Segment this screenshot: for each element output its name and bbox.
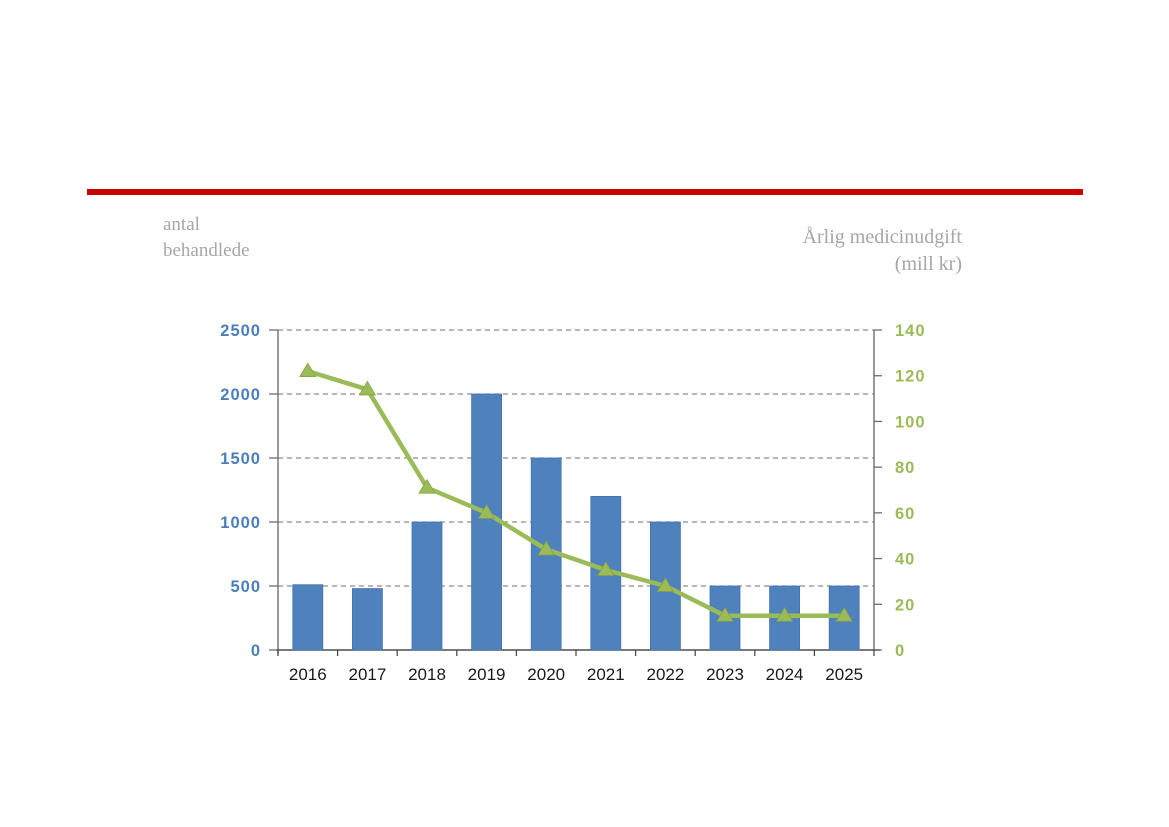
right-axis-title: Årlig medicinudgift (mill kr): [642, 224, 962, 278]
left-axis-title-line2: behandlede: [163, 240, 250, 261]
x-axis-label-2016: 2016: [289, 665, 327, 684]
right-axis-label-60: 60: [895, 505, 915, 523]
x-axis-label-2024: 2024: [766, 665, 804, 684]
left-axis-label-2000: 2000: [220, 386, 261, 404]
right-axis-label-20: 20: [895, 596, 915, 614]
right-axis-label-140: 140: [895, 322, 926, 340]
left-axis-label-2500: 2500: [220, 322, 261, 340]
left-axis-label-0: 0: [251, 642, 261, 660]
line-marker-2021: [597, 561, 615, 576]
line-marker-2020: [537, 540, 555, 556]
bar-2019: [471, 393, 503, 651]
line-marker-2023: [716, 606, 734, 622]
right-axis-title-line1: Årlig medicinudgift: [802, 226, 962, 248]
right-axis-label-0: 0: [895, 642, 905, 660]
line-marker-2025: [835, 606, 853, 622]
x-axis-label-2021: 2021: [587, 665, 625, 684]
left-axis-title-line1: antal: [163, 214, 200, 235]
x-axis-label-2020: 2020: [527, 665, 565, 684]
line-marker-2018: [418, 478, 436, 494]
bar-2018: [411, 521, 443, 651]
right-axis-title-line2: (mill kr): [894, 253, 962, 275]
line-marker-2017: [358, 380, 377, 396]
line-marker-2016: [299, 362, 317, 378]
left-axis-title: antal behandlede: [163, 212, 250, 264]
x-axis-label-2019: 2019: [468, 665, 506, 684]
right-axis-label-100: 100: [895, 413, 926, 431]
line-series: [305, 368, 847, 618]
left-axis-label-1500: 1500: [220, 450, 261, 468]
red-divider: [87, 189, 1083, 195]
x-axis-label-2017: 2017: [348, 665, 386, 684]
line-marker-2019: [477, 504, 496, 519]
bar-2016: [292, 584, 324, 651]
x-axis-label-2023: 2023: [706, 665, 744, 684]
left-axis-label-1000: 1000: [220, 514, 261, 532]
bar-2017: [351, 588, 383, 651]
line-marker-2024: [775, 606, 794, 622]
x-axis-label-2025: 2025: [825, 665, 863, 684]
x-axis-label-2022: 2022: [646, 665, 684, 684]
right-axis-label-40: 40: [895, 551, 915, 569]
right-axis-label-80: 80: [895, 459, 915, 477]
x-axis-label-2018: 2018: [408, 665, 446, 684]
left-axis-label-500: 500: [230, 578, 261, 596]
line-marker-2022: [656, 577, 675, 592]
right-axis-label-120: 120: [895, 368, 926, 386]
